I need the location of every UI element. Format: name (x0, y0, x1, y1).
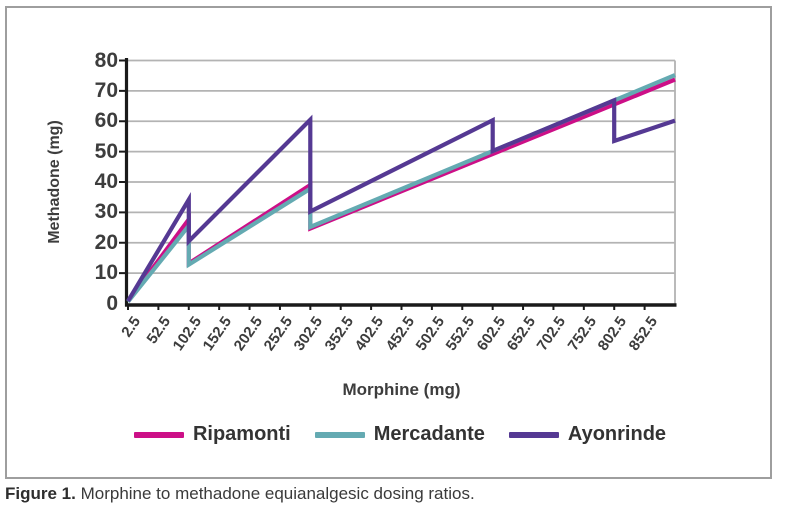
y-tick-label-0: 0 (106, 291, 118, 315)
x-axis-title: Morphine (mg) (342, 380, 461, 399)
y-tick-label-80: 80 (94, 48, 118, 72)
legend-swatch-ayonrinde (508, 431, 559, 438)
y-tick-label-10: 10 (94, 261, 118, 285)
chart-legend: Ripamonti Mercadante Ayonrinde (30, 423, 770, 446)
legend-label-mercadante: Mercadante (373, 423, 485, 445)
legend-item-ripamonti: Ripamonti (133, 423, 291, 446)
legend-item-mercadante: Mercadante (314, 423, 485, 446)
y-axis-title: Methadone (mg) (46, 120, 63, 244)
y-tick-label-60: 60 (94, 109, 118, 133)
legend-label-ayonrinde: Ayonrinde (567, 423, 667, 445)
legend-swatch-mercadante (314, 431, 365, 438)
legend-label-ripamonti: Ripamonti (192, 423, 291, 445)
y-tick-label-30: 30 (94, 200, 118, 224)
y-tick-label-70: 70 (94, 78, 118, 102)
figure-border-box (5, 6, 772, 479)
legend-item-ayonrinde: Ayonrinde (508, 423, 667, 446)
y-tick-label-20: 20 (94, 230, 118, 254)
figure-caption-text: Morphine to methadone equianalgesic dosi… (75, 484, 475, 503)
legend-swatch-ripamonti (133, 431, 184, 438)
y-tick-label-50: 50 (94, 139, 118, 163)
figure-caption: Figure 1. Morphine to methadone equianal… (5, 484, 475, 504)
figure-caption-label: Figure 1. (5, 484, 76, 503)
y-tick-label-40: 40 (94, 170, 118, 193)
